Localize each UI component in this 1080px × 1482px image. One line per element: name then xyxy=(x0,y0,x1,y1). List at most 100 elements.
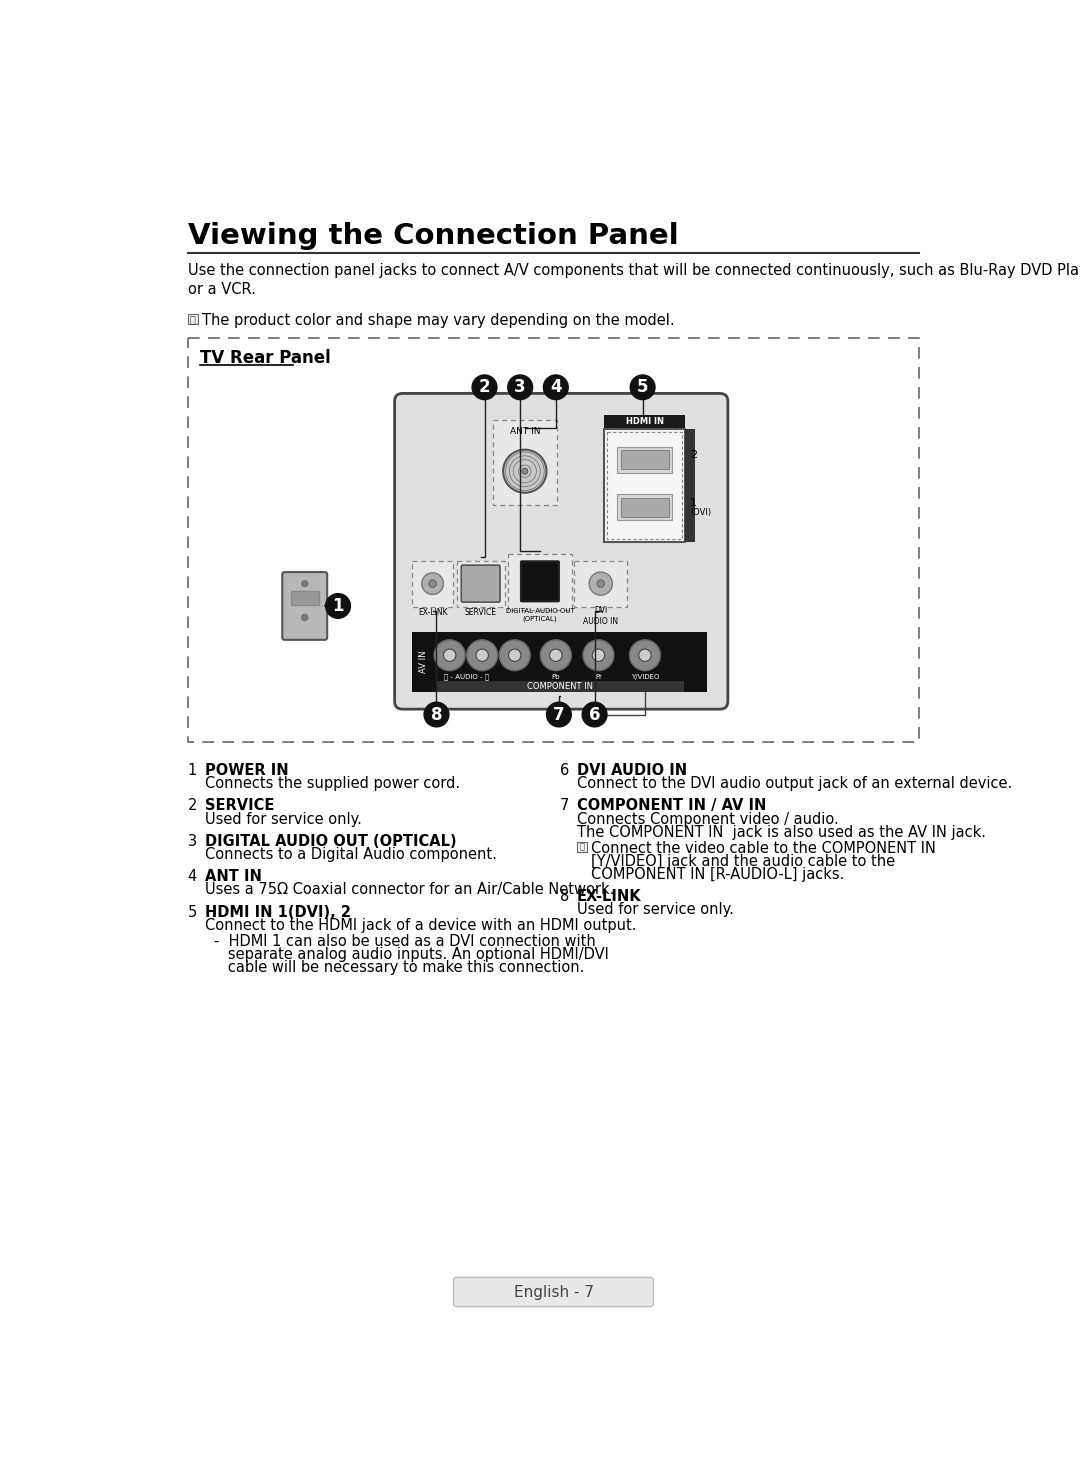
Text: cable will be necessary to make this connection.: cable will be necessary to make this con… xyxy=(214,960,584,975)
Circle shape xyxy=(638,649,651,661)
Circle shape xyxy=(476,649,488,661)
FancyBboxPatch shape xyxy=(291,591,319,605)
Circle shape xyxy=(429,579,436,587)
Circle shape xyxy=(582,702,607,726)
Text: Pb: Pb xyxy=(552,674,561,680)
Text: EX-LINK: EX-LINK xyxy=(577,889,642,904)
Text: Connect to the DVI audio output jack of an external device.: Connect to the DVI audio output jack of … xyxy=(577,777,1012,791)
Text: 2: 2 xyxy=(690,451,697,459)
Circle shape xyxy=(583,640,613,671)
Text: English - 7: English - 7 xyxy=(513,1285,594,1300)
Text: 1: 1 xyxy=(188,763,197,778)
Text: 6: 6 xyxy=(589,705,600,723)
Text: ANT IN: ANT IN xyxy=(510,427,540,436)
Circle shape xyxy=(509,649,521,661)
Text: COMPONENT IN: COMPONENT IN xyxy=(527,682,593,691)
Text: The COMPONENT IN  jack is also used as the AV IN jack.: The COMPONENT IN jack is also used as th… xyxy=(577,824,986,840)
Text: (DVI): (DVI) xyxy=(690,507,711,517)
Circle shape xyxy=(590,572,612,596)
FancyBboxPatch shape xyxy=(282,572,327,640)
Circle shape xyxy=(444,649,456,661)
Text: 8: 8 xyxy=(559,889,569,904)
Text: [Y/VIDEO] jack and the audio cable to the: [Y/VIDEO] jack and the audio cable to th… xyxy=(591,854,895,868)
Text: 8: 8 xyxy=(431,705,442,723)
Text: DIGITAL AUDIO OUT
(OPTICAL): DIGITAL AUDIO OUT (OPTICAL) xyxy=(505,609,575,622)
Text: Connects the supplied power cord.: Connects the supplied power cord. xyxy=(205,777,460,791)
FancyBboxPatch shape xyxy=(461,565,500,602)
Circle shape xyxy=(522,468,528,474)
Text: Ⓝ: Ⓝ xyxy=(190,314,195,325)
Text: SERVICE: SERVICE xyxy=(205,799,274,814)
Text: 4: 4 xyxy=(188,870,197,885)
FancyBboxPatch shape xyxy=(621,451,669,468)
Text: POWER IN: POWER IN xyxy=(205,763,288,778)
Text: Viewing the Connection Panel: Viewing the Connection Panel xyxy=(188,222,678,250)
Bar xyxy=(604,428,685,542)
Text: 7: 7 xyxy=(559,799,569,814)
Circle shape xyxy=(508,375,532,400)
Circle shape xyxy=(546,702,571,726)
Circle shape xyxy=(597,579,605,587)
FancyBboxPatch shape xyxy=(575,560,627,606)
FancyBboxPatch shape xyxy=(494,421,556,505)
Text: Connects to a Digital Audio component.: Connects to a Digital Audio component. xyxy=(205,848,497,863)
Text: -  HDMI 1 can also be used as a DVI connection with: - HDMI 1 can also be used as a DVI conne… xyxy=(214,934,596,948)
Text: Ⓡ - AUDIO - Ⓛ: Ⓡ - AUDIO - Ⓛ xyxy=(444,673,489,680)
Circle shape xyxy=(503,449,546,494)
Text: Used for service only.: Used for service only. xyxy=(577,903,733,917)
Circle shape xyxy=(467,640,498,671)
Circle shape xyxy=(472,375,497,400)
Text: AV IN: AV IN xyxy=(419,651,428,673)
Circle shape xyxy=(422,574,444,594)
FancyBboxPatch shape xyxy=(188,338,919,742)
FancyBboxPatch shape xyxy=(617,495,673,520)
Circle shape xyxy=(301,615,308,621)
Text: 6: 6 xyxy=(559,763,569,778)
Text: 3: 3 xyxy=(514,378,526,396)
Text: Connect to the HDMI jack of a device with an HDMI output.: Connect to the HDMI jack of a device wit… xyxy=(205,917,636,932)
FancyBboxPatch shape xyxy=(621,498,669,517)
Text: EX-LINK: EX-LINK xyxy=(418,608,447,617)
Text: 7: 7 xyxy=(553,705,565,723)
Circle shape xyxy=(499,640,530,671)
Text: COMPONENT IN / AV IN: COMPONENT IN / AV IN xyxy=(577,799,766,814)
Text: 5: 5 xyxy=(188,904,197,920)
Text: DVI AUDIO IN: DVI AUDIO IN xyxy=(577,763,687,778)
Text: HDMI IN 1(DVI), 2: HDMI IN 1(DVI), 2 xyxy=(205,904,351,920)
FancyBboxPatch shape xyxy=(521,562,559,602)
Circle shape xyxy=(543,375,568,400)
Text: The product color and shape may vary depending on the model.: The product color and shape may vary dep… xyxy=(202,313,674,329)
Text: Used for service only.: Used for service only. xyxy=(205,812,362,827)
Bar xyxy=(685,428,694,542)
Text: 4: 4 xyxy=(550,378,562,396)
Text: 3: 3 xyxy=(188,834,197,849)
FancyBboxPatch shape xyxy=(508,554,572,609)
Text: DIGITAL AUDIO OUT (OPTICAL): DIGITAL AUDIO OUT (OPTICAL) xyxy=(205,834,457,849)
FancyBboxPatch shape xyxy=(394,393,728,710)
Text: SERVICE: SERVICE xyxy=(464,608,497,617)
Text: HDMI IN: HDMI IN xyxy=(625,418,663,427)
Text: DVI
AUDIO IN: DVI AUDIO IN xyxy=(583,606,619,625)
Text: separate analog audio inputs. An optional HDMI/DVI: separate analog audio inputs. An optiona… xyxy=(214,947,609,962)
Text: 2: 2 xyxy=(188,799,197,814)
Bar xyxy=(413,633,707,692)
Circle shape xyxy=(631,375,656,400)
FancyBboxPatch shape xyxy=(577,842,586,852)
Circle shape xyxy=(540,640,571,671)
Circle shape xyxy=(424,702,449,726)
FancyBboxPatch shape xyxy=(454,1277,653,1307)
FancyBboxPatch shape xyxy=(413,560,453,606)
Text: 2: 2 xyxy=(478,378,490,396)
Text: TV Rear Panel: TV Rear Panel xyxy=(200,348,330,366)
Circle shape xyxy=(550,649,562,661)
Circle shape xyxy=(301,581,308,587)
Text: Use the connection panel jacks to connect A/V components that will be connected : Use the connection panel jacks to connec… xyxy=(188,262,1080,298)
FancyBboxPatch shape xyxy=(188,314,198,325)
Bar xyxy=(435,682,684,692)
Circle shape xyxy=(592,649,605,661)
Text: Connects Component video / audio.: Connects Component video / audio. xyxy=(577,812,838,827)
Text: 1: 1 xyxy=(333,597,343,615)
Bar xyxy=(604,415,685,428)
FancyBboxPatch shape xyxy=(457,560,504,606)
Text: Y/VIDEO: Y/VIDEO xyxy=(631,674,659,680)
